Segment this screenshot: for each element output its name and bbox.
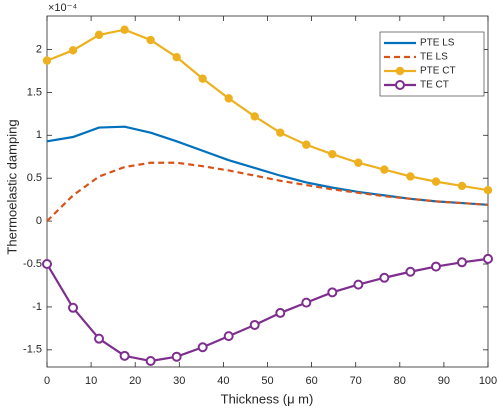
series-marker [223,331,234,342]
legend-label: PTE CT [420,66,456,77]
x-tick-label: 20 [129,375,141,387]
series-marker [42,259,52,270]
legend-label: TE CT [420,80,449,91]
y-tick-label: 1.5 [27,86,42,98]
x-tick-label: 50 [261,375,273,387]
series-marker [405,266,416,277]
series-marker [354,158,363,167]
y-tick-label: -1.5 [23,344,42,356]
series-marker [172,52,181,62]
series-marker [379,272,390,283]
series-marker [456,257,467,268]
x-tick-label: 30 [173,375,185,387]
x-tick-label: 90 [438,375,450,387]
x-tick-label: 10 [85,375,97,387]
x-tick-label: 100 [479,375,497,387]
legend-label: TE LS [420,52,448,63]
series-marker [42,56,52,65]
series-marker [120,25,129,34]
series-marker [457,181,467,191]
series-line [46,125,489,206]
series-marker [94,333,105,344]
x-tick-label: 0 [44,375,50,387]
series-marker [328,149,337,159]
series-marker [302,140,311,149]
series-marker [406,172,415,181]
series-marker [224,94,233,103]
y-tick-label: 2 [36,43,42,55]
series-marker [68,46,78,55]
y-multiplier: ×10⁻⁴ [48,2,77,14]
series-line [46,161,489,222]
series-marker [276,128,285,137]
series-marker [431,177,441,186]
series-marker [380,165,389,174]
y-axis-label: Thermoelastic damping [4,119,19,254]
series-marker [197,342,208,353]
x-tick-label: 60 [305,375,317,387]
x-tick-label: 40 [217,375,229,387]
series-marker [145,355,156,366]
series-marker [353,279,364,290]
series-marker [198,74,207,83]
y-tick-label: 0.5 [27,172,42,184]
series-marker [171,351,182,362]
legend-label: PTE LS [420,38,455,49]
y-tick-label: 1 [36,129,42,141]
series-marker [119,350,130,361]
series-marker [483,186,493,195]
series-line [46,28,489,192]
series-marker [94,30,104,40]
x-tick-label: 80 [394,375,406,387]
x-axis-label: Thickness (μ m) [221,391,314,406]
series-marker [250,112,259,121]
y-tick-label: -0.5 [23,258,42,270]
series-marker [275,307,286,318]
series-marker [430,261,441,272]
series-marker [483,253,493,264]
series-marker [68,302,79,313]
series-marker [249,319,260,330]
y-tick-label: 0 [36,215,42,227]
legend-marker [395,80,405,90]
series-marker [327,287,338,298]
series-marker [301,297,312,308]
x-tick-label: 70 [350,375,362,387]
legend-marker [395,66,405,76]
series-marker [146,35,155,45]
y-tick-label: -1 [32,301,42,313]
